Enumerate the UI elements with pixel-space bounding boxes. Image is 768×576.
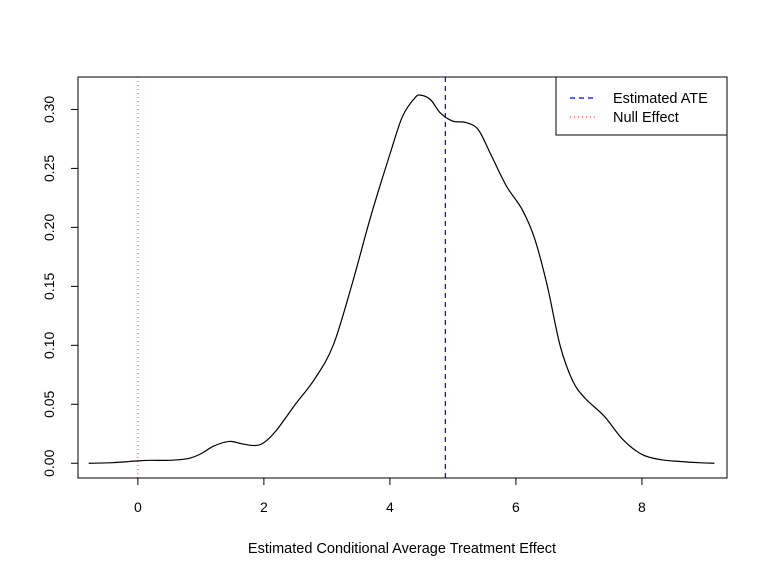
x-tick-label: 4	[386, 499, 394, 515]
y-tick-label: 0.00	[41, 449, 57, 476]
y-tick-label: 0.15	[41, 273, 57, 300]
density-curve	[88, 94, 715, 464]
y-tick-label: 0.05	[41, 390, 57, 417]
x-tick-label: 2	[260, 499, 268, 515]
density-curve-path	[88, 94, 715, 464]
x-tick-label: 8	[638, 499, 646, 515]
legend-label-null-effect: Null Effect	[613, 110, 679, 126]
y-axis: 0.00 0.05 0.10 0.15 0.20 0.25 0.30	[41, 96, 79, 477]
x-tick-label: 0	[134, 499, 142, 515]
x-tick-label: 6	[512, 499, 520, 515]
legend-box	[555, 76, 728, 136]
y-tick-label: 0.20	[41, 214, 57, 241]
x-axis: 0 2 4 6 8	[134, 477, 646, 515]
y-tick-label: 0.30	[41, 96, 57, 123]
x-axis-title: Estimated Conditional Average Treatment …	[248, 541, 556, 557]
legend-label-estimated-ate: Estimated ATE	[613, 91, 708, 107]
legend: Estimated ATE Null Effect	[555, 76, 728, 136]
y-tick-label: 0.10	[41, 331, 57, 358]
y-tick-label: 0.25	[41, 155, 57, 182]
